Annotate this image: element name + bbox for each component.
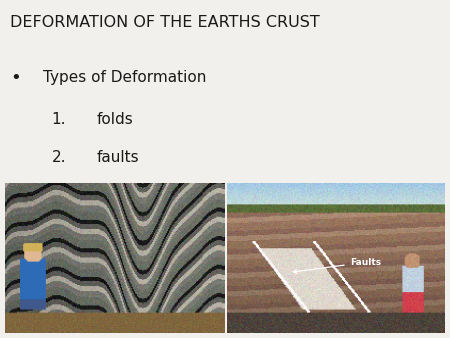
Text: Faults: Faults xyxy=(293,258,381,273)
Text: faults: faults xyxy=(97,150,140,165)
Text: 1.: 1. xyxy=(52,113,66,127)
Text: 2.: 2. xyxy=(52,150,66,165)
Text: folds: folds xyxy=(97,113,134,127)
Text: DEFORMATION OF THE EARTHS CRUST: DEFORMATION OF THE EARTHS CRUST xyxy=(10,15,319,30)
Text: •: • xyxy=(10,69,21,87)
Text: Types of Deformation: Types of Deformation xyxy=(43,70,206,85)
